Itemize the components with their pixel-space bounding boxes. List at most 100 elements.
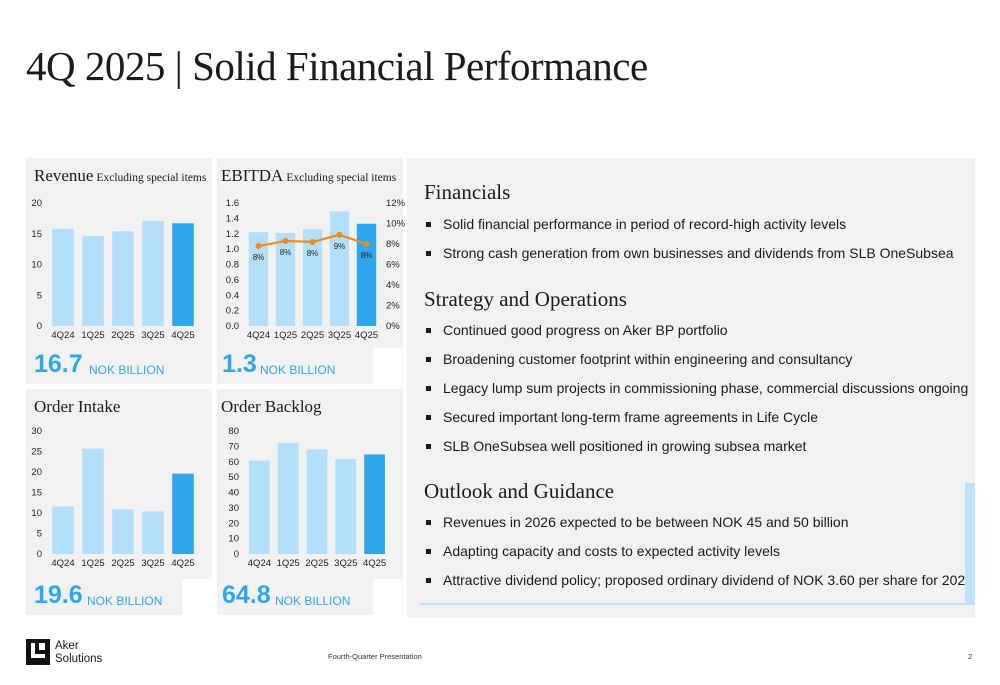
ebitda-panel: EBITDA Excluding special items 0.0 0.2 0.4 0… xyxy=(217,158,406,348)
x-tick-label: 2Q25 xyxy=(111,558,134,569)
bar xyxy=(277,442,299,554)
order-intake-kpi-unit: NOK BILLION xyxy=(87,594,163,608)
x-tick-label: 1Q25 xyxy=(81,330,104,341)
order-backlog-kpi: 64.8 NOK BILLION xyxy=(217,579,373,615)
revenue-chart: 0 5 10 15 20 4Q24 1Q25 2Q25 3Q25 4Q25 xyxy=(31,198,194,341)
bullet-text: Continued good progress on Aker BP portf… xyxy=(443,322,728,338)
y-tick-label: 10 xyxy=(31,260,42,271)
revenue-kpi-value: 16.7 xyxy=(34,350,83,378)
bullet-item: Secured important long-term frame agreem… xyxy=(424,403,968,432)
y-tick-label: 25 xyxy=(31,447,42,458)
y2-tick-label: 6% xyxy=(386,260,400,271)
bullet-item: Broadening customer footprint within eng… xyxy=(424,345,968,374)
bullet-square-icon xyxy=(426,444,431,449)
y-tick-label: 10 xyxy=(228,534,239,545)
bullet-item: Continued good progress on Aker BP portf… xyxy=(424,316,968,345)
y-tick-label: 70 xyxy=(228,441,239,452)
x-tick-label: 2Q25 xyxy=(301,330,324,341)
y-tick-label: 0.8 xyxy=(226,260,239,271)
x-tick-label: 4Q25 xyxy=(355,330,378,341)
bar xyxy=(335,458,357,554)
y-tick-label: 60 xyxy=(228,457,239,468)
revenue-panel: Revenue Excluding special items 0 5 10 15 20 4… xyxy=(26,158,212,348)
bar xyxy=(172,473,194,554)
bullet-square-icon xyxy=(426,386,431,391)
x-tick-label: 3Q25 xyxy=(334,558,357,569)
x-tick-label: 1Q25 xyxy=(274,330,297,341)
x-tick-label: 4Q24 xyxy=(51,558,74,569)
ebitda-title-text: EBITDA xyxy=(221,166,284,185)
margin-point xyxy=(282,237,289,244)
y-tick-label: 40 xyxy=(228,488,239,499)
page-title: 4Q 2025 | Solid Financial Performance xyxy=(26,43,648,89)
y2-tick-label: 2% xyxy=(386,301,400,312)
bar xyxy=(172,223,194,326)
margin-label: 8% xyxy=(253,253,265,262)
revenue-kpi: 16.7 NOK BILLION xyxy=(26,348,212,384)
y-tick-label: 15 xyxy=(31,229,42,240)
x-tick-label: 4Q25 xyxy=(171,330,194,341)
bullet-square-icon xyxy=(426,357,431,362)
x-tick-label: 4Q24 xyxy=(248,558,271,569)
y2-tick-label: 10% xyxy=(386,219,406,230)
bullet-text: Solid financial performance in period of… xyxy=(443,216,847,232)
y-tick-label: 20 xyxy=(31,198,42,209)
bar xyxy=(82,448,104,554)
y-tick-label: 5 xyxy=(37,529,42,540)
revenue-subtitle: Excluding special items xyxy=(96,172,207,184)
x-tick-label: 4Q25 xyxy=(363,558,386,569)
x-tick-label: 4Q25 xyxy=(171,558,194,569)
accent-bar-vertical xyxy=(965,483,975,605)
y-tick-label: 30 xyxy=(228,503,239,514)
bar xyxy=(249,460,270,554)
bullet-item: Legacy lump sum projects in commissionin… xyxy=(424,374,968,403)
bar xyxy=(112,509,134,554)
y-tick-label: 1.6 xyxy=(226,198,239,209)
bar xyxy=(302,229,323,326)
margin-point xyxy=(336,231,343,238)
order-intake-kpi-value: 19.6 xyxy=(34,581,83,609)
bar xyxy=(142,220,164,326)
bullet-square-icon xyxy=(426,222,431,227)
margin-label: 9% xyxy=(334,242,346,251)
order-intake-title: Order Intake xyxy=(34,397,121,416)
section-heading-financials: Financials xyxy=(424,180,511,204)
bullet-item: Revenues in 2026 expected to be between … xyxy=(424,508,973,537)
y-tick-label: 1.4 xyxy=(226,213,239,224)
section-heading-outlook: Outlook and Guidance xyxy=(424,479,615,503)
page-number: 2 xyxy=(968,652,973,661)
x-tick-label: 3Q25 xyxy=(328,330,351,341)
bar xyxy=(356,223,377,326)
x-tick-label: 4Q24 xyxy=(51,330,74,341)
y2-tick-label: 4% xyxy=(386,280,400,291)
y-tick-label: 0.2 xyxy=(226,306,239,317)
order-backlog-chart: 0 10 20 30 40 50 60 70 80 4Q24 1Q25 2Q25 3Q25 4Q25 xyxy=(228,426,386,569)
bullet-square-icon xyxy=(426,251,431,256)
y-tick-label: 1.2 xyxy=(226,229,239,240)
order-backlog-kpi-unit: NOK BILLION xyxy=(275,594,351,608)
y-tick-label: 0 xyxy=(234,549,239,560)
bar xyxy=(52,228,74,326)
bar xyxy=(364,454,385,554)
ebitda-kpi-unit: NOK BILLION xyxy=(260,363,336,377)
x-tick-label: 1Q25 xyxy=(81,558,104,569)
revenue-title: Revenue Excluding special items xyxy=(34,166,206,186)
bullet-text: Secured important long-term frame agreem… xyxy=(443,409,819,425)
bullet-text: Legacy lump sum projects in commissionin… xyxy=(443,380,969,396)
outlook-bullets: Revenues in 2026 expected to be between … xyxy=(424,508,973,595)
ebitda-subtitle: Excluding special items xyxy=(286,172,397,184)
y-tick-label: 15 xyxy=(31,488,42,499)
logo-text: Aker Solutions xyxy=(55,640,102,666)
strategy-bullets: Continued good progress on Aker BP portf… xyxy=(424,316,968,461)
x-tick-label: 2Q25 xyxy=(111,330,134,341)
bullet-item: Adapting capacity and costs to expected … xyxy=(424,537,973,566)
ebitda-kpi-value: 1.3 xyxy=(222,350,257,378)
order-backlog-panel: Order Backlog 0 10 20 30 40 50 60 70 80 4Q24 1Q25 2… xyxy=(217,389,403,579)
revenue-kpi-unit: NOK BILLION xyxy=(89,363,165,377)
bar xyxy=(329,211,350,326)
bar xyxy=(112,231,134,326)
margin-point xyxy=(309,238,316,245)
y-tick-label: 0.6 xyxy=(226,275,239,286)
y-tick-label: 50 xyxy=(228,472,239,483)
ebitda-kpi: 1.3 NOK BILLION xyxy=(217,348,373,384)
